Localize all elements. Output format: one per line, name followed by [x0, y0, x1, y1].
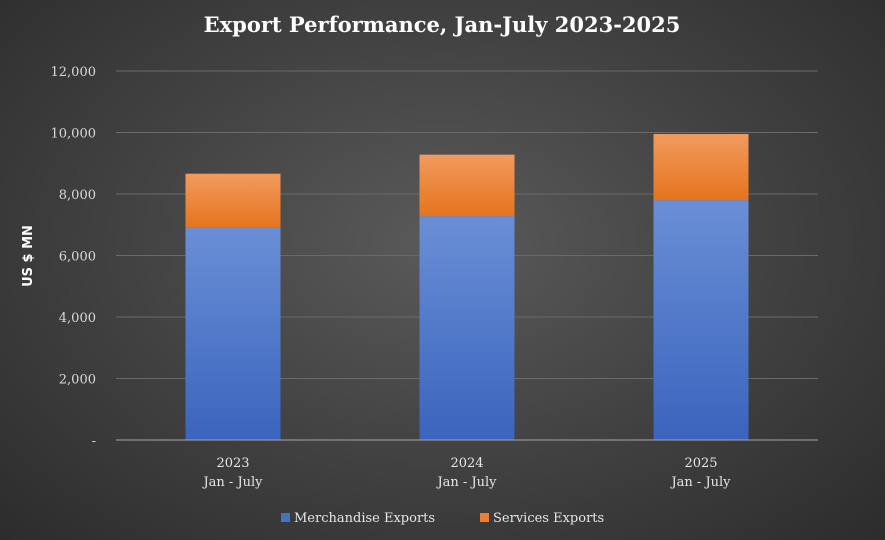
x-tick-label-year: 2025 — [684, 456, 717, 471]
bar-services-exports-2024 — [419, 154, 515, 217]
bar-merchandise-exports-2024 — [419, 216, 515, 440]
chart-title: Export Performance, Jan-July 2023-2025 — [204, 12, 681, 37]
y-axis-ticks: - 2,000 4,000 6,000 8,000 10,000 12,000 — [51, 65, 97, 449]
bar-services-exports-2023 — [185, 173, 281, 228]
y-axis-label: US $ MN — [21, 225, 36, 287]
x-tick-label-period: Jan - July — [435, 475, 497, 490]
y-tick-label: 2,000 — [59, 373, 96, 388]
bars — [185, 134, 749, 440]
bar-merchandise-exports-2025 — [653, 200, 749, 440]
legend-label-merchandise-exports: Merchandise Exports — [294, 511, 435, 526]
x-tick-label-year: 2023 — [216, 456, 249, 471]
x-tick-label-year: 2024 — [450, 456, 483, 471]
y-tick-label: 12,000 — [51, 65, 97, 80]
x-axis-labels: 2023 Jan - July 2024 Jan - July 2025 Jan - Ju… — [201, 456, 731, 490]
y-tick-label: 6,000 — [59, 250, 96, 265]
y-tick-label: - — [92, 434, 96, 449]
legend-swatch-services-exports — [480, 513, 489, 522]
y-tick-label: 10,000 — [51, 127, 97, 142]
legend: Merchandise Exports Services Exports — [281, 511, 604, 526]
x-tick-label-period: Jan - July — [669, 475, 731, 490]
legend-label-services-exports: Services Exports — [493, 511, 604, 526]
bar-merchandise-exports-2023 — [185, 227, 281, 440]
y-tick-label: 4,000 — [59, 311, 96, 326]
legend-swatch-merchandise-exports — [281, 513, 290, 522]
bar-services-exports-2025 — [653, 134, 749, 201]
y-tick-label: 8,000 — [59, 188, 96, 203]
x-tick-label-period: Jan - July — [201, 475, 263, 490]
